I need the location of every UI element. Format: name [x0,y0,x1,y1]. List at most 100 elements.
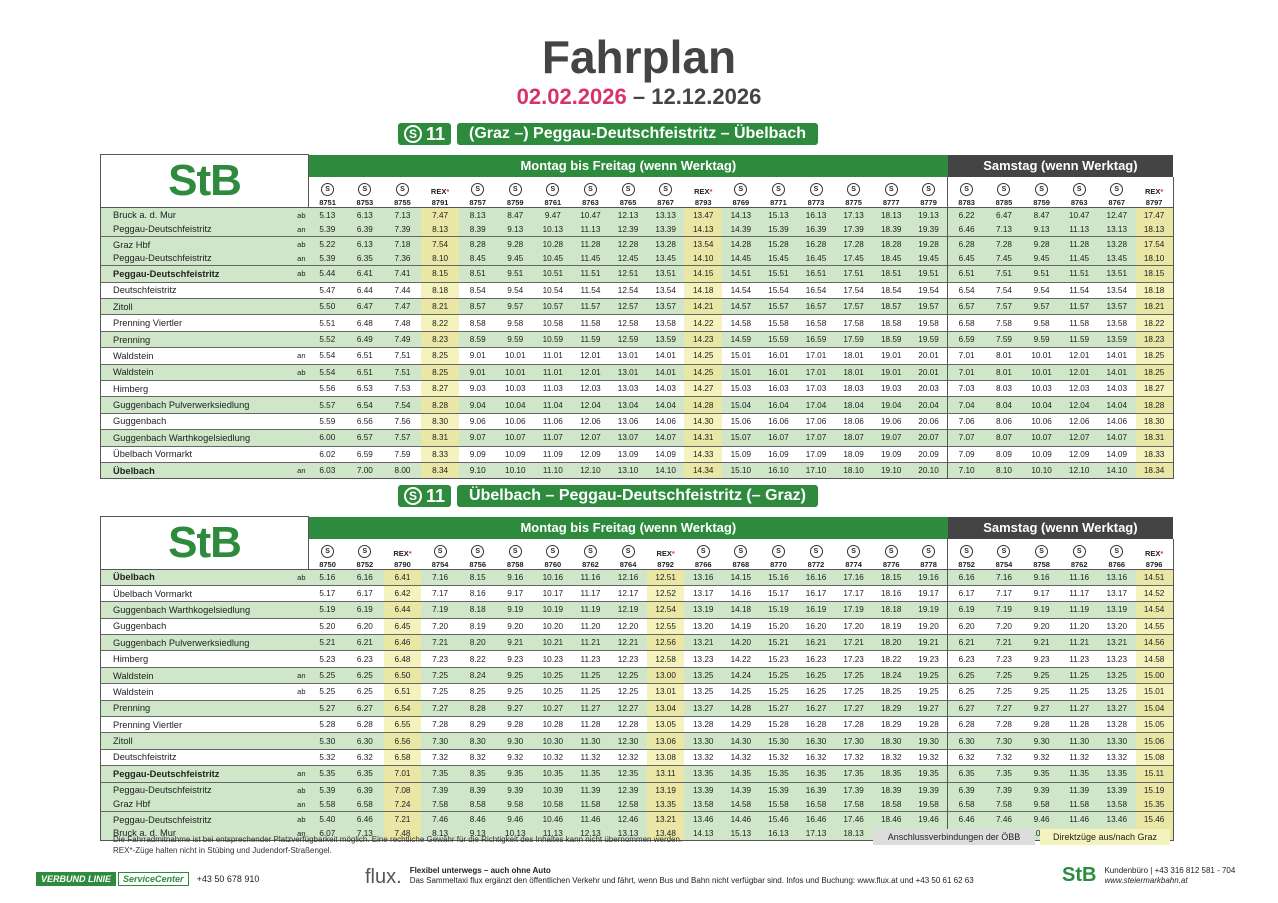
departure-time: 13.27 [1097,699,1136,717]
departure-time: 6.51 [346,363,384,381]
departure-time: 12.35 [609,765,647,783]
train-number-value: 8759 [506,197,524,207]
train-number: S 8783 [947,176,986,208]
train-number: S 8754 [985,538,1023,570]
departure-time: 19.19 [910,601,948,619]
s-bahn-icon: S [358,544,372,558]
timetable-row: Graz Hbf ab 5.22 6.13 7.18 7.54 8.28 9.28 10.28 1… [100,235,1174,253]
departure-time: 6.54 [383,699,422,717]
departure-time: 8.35 [458,765,497,783]
departure-time: 13.13 [646,206,685,223]
departure-time: 6.46 [383,634,422,651]
departure-time: 12.10 [1060,461,1098,480]
s-bahn-icon: S [404,487,422,505]
departure-time: 11.13 [571,222,610,237]
departure-time: 18.46 [872,810,910,828]
departure-time: 15.39 [759,781,798,798]
departure-time: 15.17 [759,584,798,602]
departure-time: 6.58 [947,314,986,332]
departure-time: 8.57 [458,298,497,315]
departure-time: 11.54 [1060,281,1098,299]
departure-time: 18.31 [1135,429,1174,447]
train-number: S 8755 [383,176,422,208]
departure-time: 6.56 [383,732,422,750]
station-name: Übelbach [100,461,287,480]
departure-time: 8.19 [458,617,497,635]
s-bahn-icon: S [1110,544,1124,558]
departure-time: 18.06 [834,412,873,430]
arr-dep-marker [286,298,309,315]
departure-time: 11.58 [571,797,610,812]
departure-time: 14.55 [1135,617,1174,635]
departure-time: 12.25 [609,666,647,684]
departure-time: 13.07 [609,429,647,447]
departure-time: 8.01 [985,347,1023,365]
timetable-row: Himberg 5.23 6.23 6.48 7.23 8.22 9.23 10.23 11.2… [100,650,1174,668]
departure-time: 12.47 [1097,206,1136,223]
flux-title: Flexibel unterwegs – auch ohne Auto [409,866,551,875]
s-bahn-icon: S [847,544,861,558]
departure-time: 17.47 [1135,206,1174,223]
departure-time: 6.17 [947,584,986,602]
departure-time: 16.39 [797,222,835,237]
stb-logo: StB [100,154,309,208]
departure-time: 9.17 [1022,584,1061,602]
departure-time: 9.54 [1022,281,1061,299]
train-number-value: 8761 [544,197,562,207]
departure-time: 7.01 [947,347,986,365]
departure-time: 10.03 [496,380,535,397]
departure-time: 15.58 [759,797,798,812]
departure-time: 6.46 [346,810,384,828]
departure-time: 6.13 [346,235,384,253]
departure-time: 12.58 [646,650,685,668]
departure-time: 18.54 [872,281,910,299]
departure-time: 5.28 [308,716,347,733]
s-bahn-icon: S [508,182,522,196]
departure-time: 9.25 [1022,666,1061,684]
departure-time: 11.28 [1060,235,1098,253]
departure-time: 13.35 [684,765,723,783]
train-number-value: 8766 [694,559,712,569]
departure-time: 10.27 [534,699,572,717]
departure-time: 15.01 [1135,683,1174,701]
departure-time: 11.28 [571,235,610,253]
departure-time: 13.47 [684,206,723,223]
departure-time: 16.17 [797,584,835,602]
arr-dep-marker: ab [286,265,309,283]
departure-time: 8.45 [458,252,497,266]
departure-time: 9.13 [1022,222,1061,237]
departure-time: 17.59 [834,330,873,348]
timetable-row: Waldstein an 5.54 6.51 7.51 8.25 9.01 10.01 11.0… [100,347,1174,365]
departure-time: 17.58 [834,314,873,332]
departure-time: 6.47 [346,298,384,315]
departure-time: 14.01 [646,347,685,365]
departure-time: 10.47 [571,206,610,223]
departure-time: 6.35 [346,252,384,266]
departure-time: 18.25 [1135,363,1174,381]
departure-time: 11.35 [1060,765,1098,783]
arr-dep-marker [286,380,309,397]
departure-time: 17.13 [834,206,873,223]
departure-time: 12.03 [1060,380,1098,397]
departure-time: 6.35 [346,765,384,783]
train-number: S 8766 [684,538,723,570]
departure-time: 6.30 [346,732,384,750]
departure-time: 5.32 [308,748,347,766]
departure-time: 6.41 [383,568,422,586]
departure-time: 7.48 [383,827,422,842]
departure-time: 17.39 [834,222,873,237]
station-name: Bruck a. d. Mur [100,206,287,223]
train-number-value: 8779 [920,197,937,207]
departure-time: 18.28 [1135,396,1174,414]
departure-time: 15.39 [759,222,798,237]
verbund-servicecenter: VERBUND LINIE ServiceCenter +43 50 678 9… [36,872,259,886]
arr-dep-marker [286,601,309,619]
rex-label: REX* [656,548,675,558]
arr-dep-marker [286,445,309,463]
departure-time: 9.32 [1022,748,1061,766]
departure-time: 6.19 [346,601,384,619]
s-bahn-icon: S [1035,182,1049,196]
s-bahn-icon: S [809,182,823,196]
departure-time: 16.07 [759,429,798,447]
departure-time: 9.54 [496,281,535,299]
